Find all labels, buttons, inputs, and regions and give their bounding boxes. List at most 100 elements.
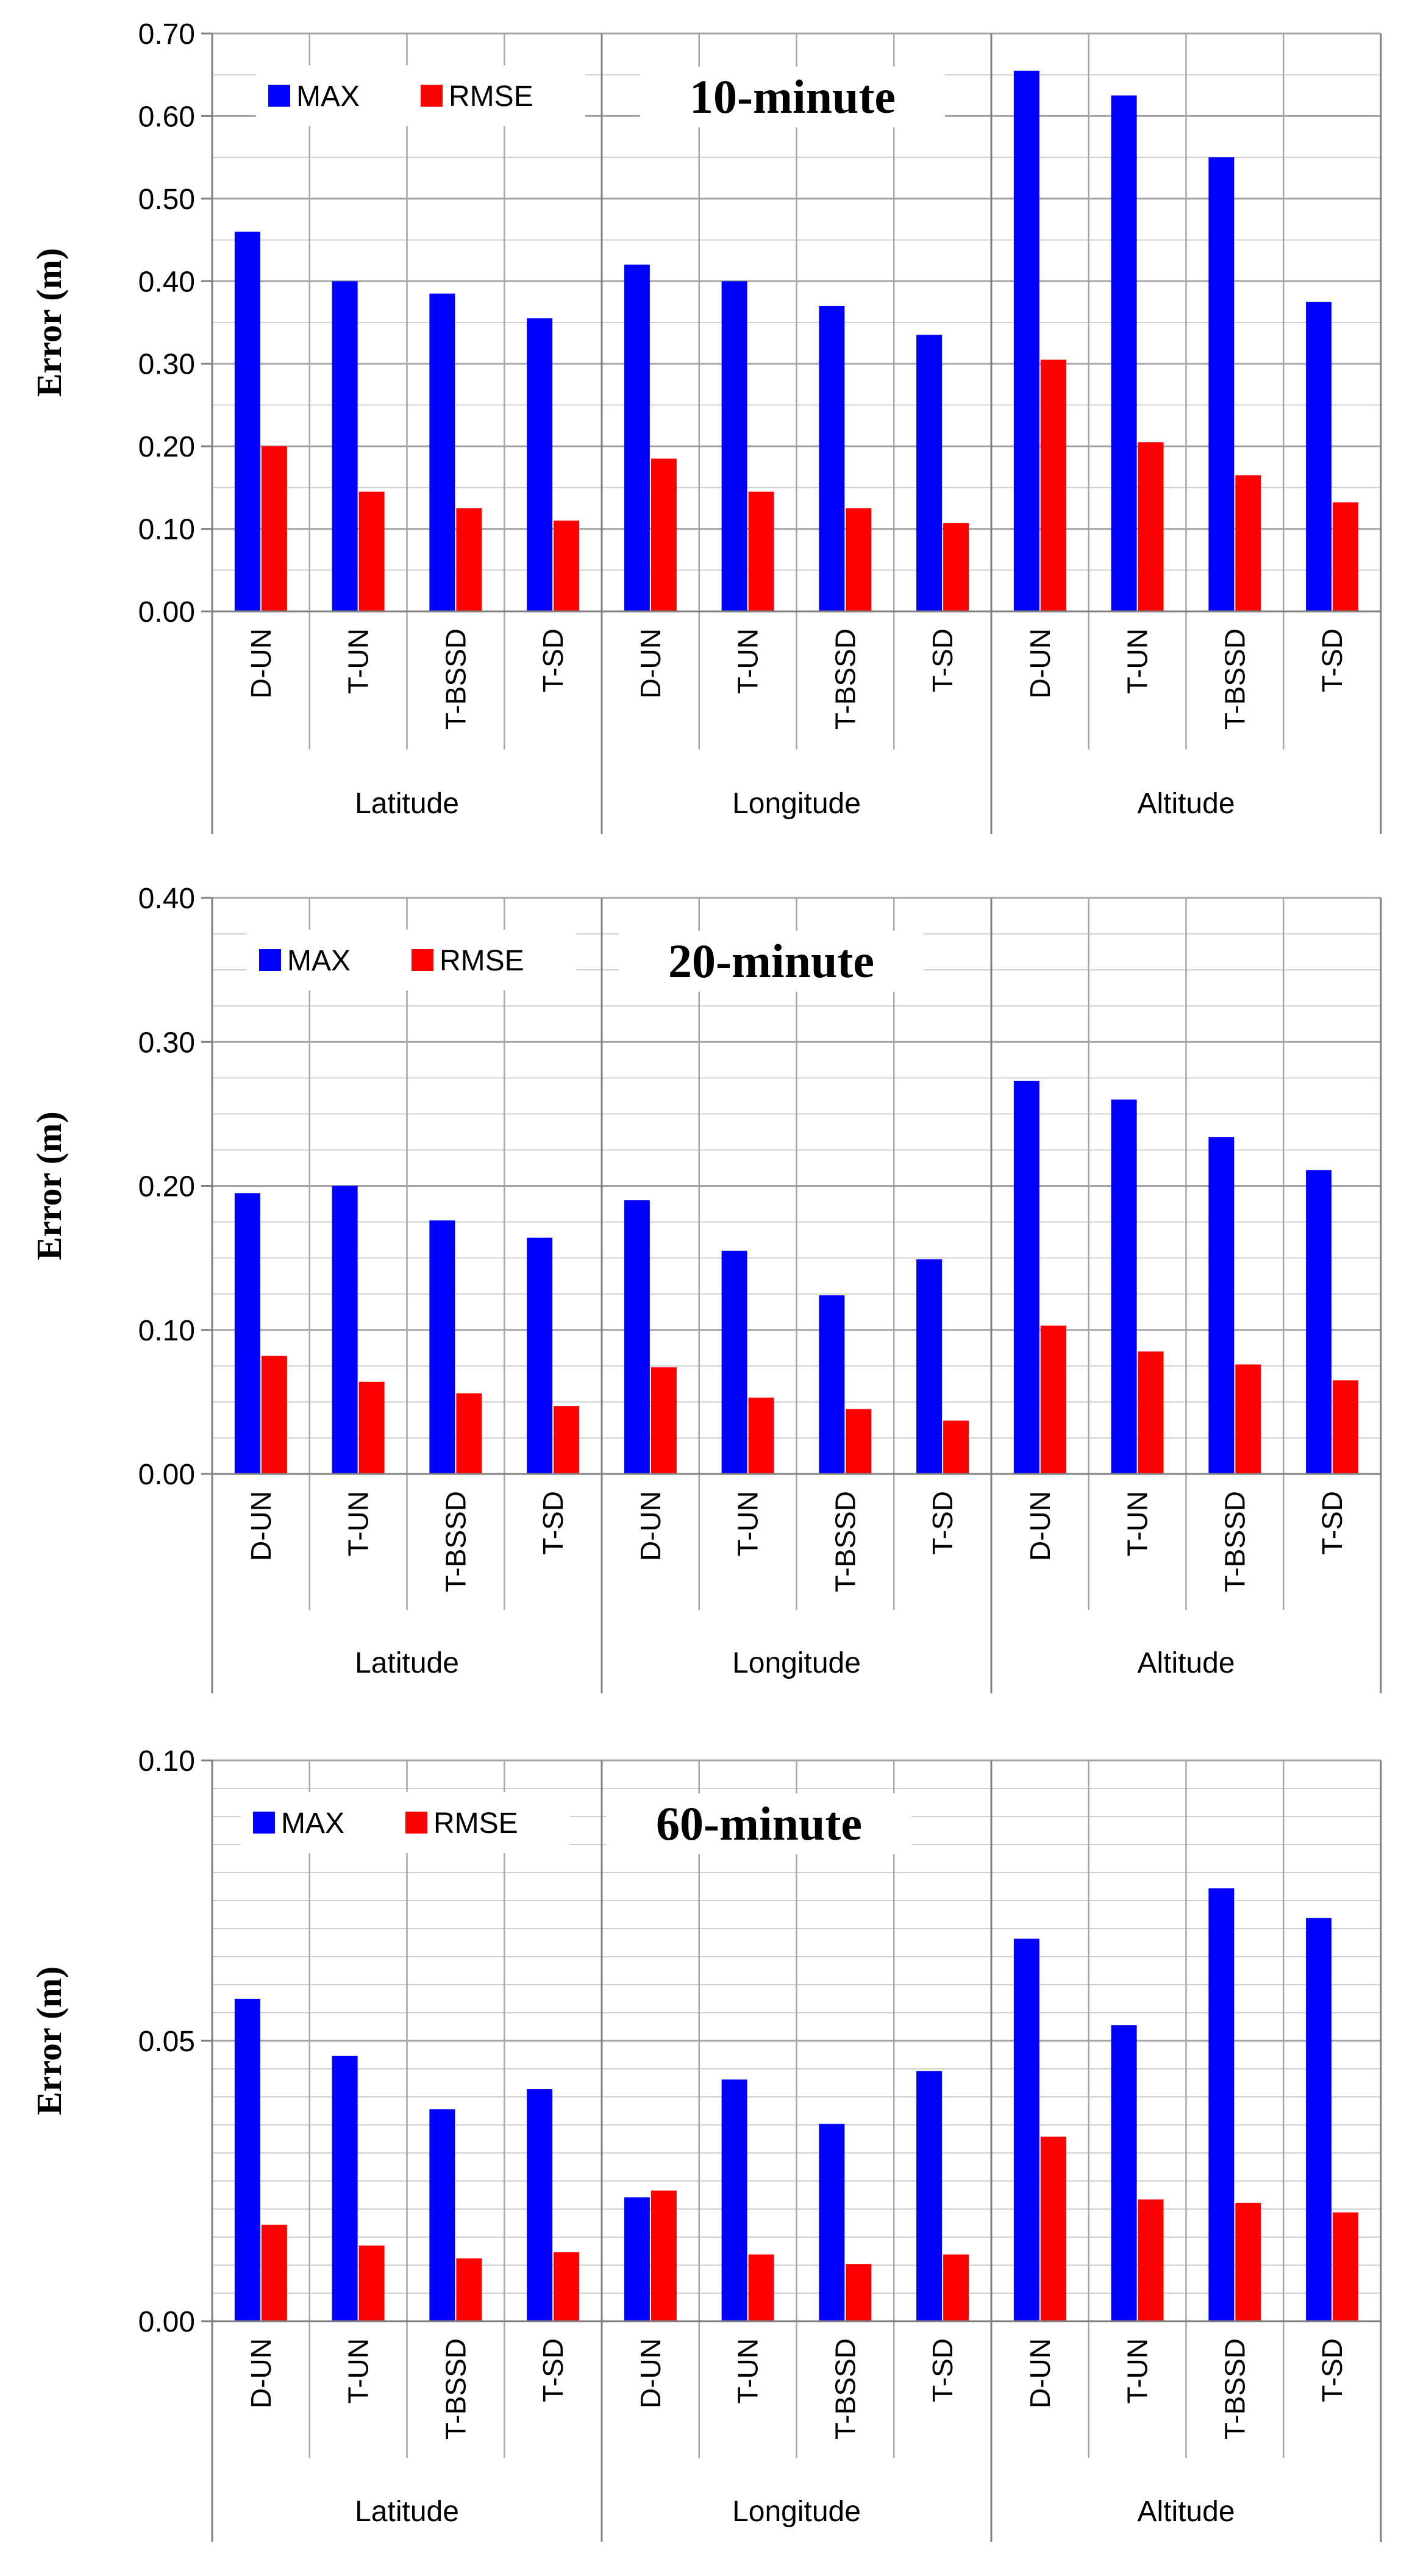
x-category-label: T-UN [732, 628, 764, 694]
x-category-label: T-BSSD [829, 628, 861, 730]
bar-rmse [261, 2224, 287, 2321]
y-axis-title: Error (m) [29, 1966, 69, 2115]
bar-max [527, 2089, 553, 2321]
y-tick-label: 0.50 [138, 183, 195, 216]
bar-max [916, 1259, 943, 1474]
bar-max [819, 1295, 845, 1474]
x-group-label: Altitude [1137, 788, 1235, 820]
bar-max [527, 318, 553, 611]
x-category-label: T-SD [537, 1491, 569, 1555]
bar-rmse [456, 508, 482, 611]
chart-panel-1: 0.00 0.10 0.20 0.30 0.40 0.50 0.60 0.70 D-UN T-UN… [29, 18, 1382, 834]
x-category-label: T-SD [927, 628, 958, 692]
bar-rmse [650, 458, 677, 611]
x-category-label: T-SD [1316, 2338, 1348, 2402]
x-group-label: Longitude [732, 1647, 861, 1679]
bar-max [1208, 1888, 1235, 2321]
legend-swatch-max [259, 949, 281, 971]
bar-max [1111, 95, 1137, 612]
x-category-label: D-UN [635, 1491, 666, 1561]
x-category-label: T-BSSD [829, 2338, 861, 2439]
bar-rmse [358, 2245, 385, 2321]
y-tick-label: 0.00 [138, 1459, 195, 1491]
bar-max [1013, 1938, 1039, 2321]
x-category-label: T-UN [732, 1491, 764, 1556]
bar-rmse [554, 1406, 580, 1474]
bar-rmse [1333, 1380, 1359, 1474]
x-category-label: T-SD [927, 2338, 958, 2402]
bar-max [1013, 70, 1039, 611]
y-tick-label: 0.20 [138, 431, 195, 463]
bar-max [429, 293, 455, 612]
legend-swatch-max [268, 85, 290, 107]
chart-title: 60-minute [656, 1797, 862, 1850]
legend-swatch-rmse [405, 1812, 427, 1834]
legend-label-max: MAX [296, 80, 360, 113]
x-group-label: Latitude [355, 1647, 459, 1679]
legend-swatch-rmse [421, 85, 443, 107]
bar-rmse [748, 491, 774, 611]
title-box [619, 931, 924, 992]
y-axis-title: Error (m) [29, 248, 69, 397]
bar-max [1111, 1099, 1137, 1474]
x-group-label: Altitude [1137, 1647, 1235, 1679]
x-category-label: T-BSSD [440, 1491, 471, 1592]
x-category-label: T-BSSD [1219, 2338, 1250, 2439]
y-tick-label: 0.70 [138, 18, 195, 51]
bar-max [721, 1250, 747, 1474]
bar-rmse [1333, 2212, 1359, 2321]
bar-rmse [261, 1356, 287, 1474]
bar-max [527, 1237, 553, 1474]
bar-rmse [261, 446, 287, 611]
bar-rmse [846, 1409, 872, 1474]
x-category-label: D-UN [635, 628, 666, 699]
bar-max [429, 2109, 455, 2321]
bar-max [721, 2079, 747, 2321]
bar-max [1208, 157, 1235, 612]
legend-swatch-max [253, 1812, 275, 1834]
bar-rmse [1040, 2137, 1066, 2321]
x-category-label: T-UN [1122, 2338, 1153, 2403]
x-category-label: D-UN [635, 2338, 666, 2408]
bar-rmse [1235, 475, 1261, 611]
x-category-label: T-UN [343, 2338, 374, 2403]
bar-rmse [943, 1420, 969, 1474]
x-category-label: D-UN [1024, 1491, 1056, 1561]
legend-label-rmse: RMSE [433, 1807, 518, 1840]
y-tick-label: 0.60 [138, 101, 195, 133]
y-tick-label: 0.00 [138, 596, 195, 628]
x-category-label: T-SD [537, 2338, 569, 2402]
x-category-label: T-BSSD [829, 1491, 861, 1592]
bar-max [1013, 1081, 1039, 1474]
bar-rmse [1235, 1364, 1261, 1474]
y-tick-label: 0.00 [138, 2306, 195, 2338]
x-category-label: T-SD [927, 1491, 958, 1555]
title-box [607, 1793, 911, 1854]
bar-rmse [1138, 442, 1164, 611]
x-group-label: Longitude [732, 2496, 861, 2528]
bar-max [1306, 1170, 1332, 1474]
bar-max [1306, 302, 1332, 611]
x-category-label: T-SD [1316, 1491, 1348, 1555]
bar-max [234, 1193, 260, 1474]
y-tick-label: 0.20 [138, 1171, 195, 1203]
x-category-label: T-BSSD [440, 2338, 471, 2439]
x-category-label: D-UN [245, 628, 277, 699]
bar-max [332, 2055, 358, 2321]
chart-title: 20-minute [668, 934, 874, 987]
x-category-label: T-BSSD [1219, 628, 1250, 730]
bar-rmse [1138, 2199, 1164, 2321]
chart-panel-3: 0.00 0.05 0.10 D-UN T-UN T-BSSD T-SD D-UN T-UN T-… [29, 1745, 1382, 2542]
bar-rmse [748, 2254, 774, 2321]
bar-max [624, 265, 650, 611]
y-tick-label: 0.10 [138, 1315, 195, 1347]
bar-rmse [846, 2264, 872, 2321]
bar-rmse [1138, 1351, 1164, 1474]
bar-rmse [650, 2190, 677, 2321]
x-category-label: D-UN [245, 1491, 277, 1561]
y-tick-label: 0.30 [138, 349, 195, 381]
legend-label-max: MAX [287, 945, 351, 977]
chart-title: 10-minute [690, 70, 896, 123]
x-category-label: T-BSSD [1219, 1491, 1250, 1592]
